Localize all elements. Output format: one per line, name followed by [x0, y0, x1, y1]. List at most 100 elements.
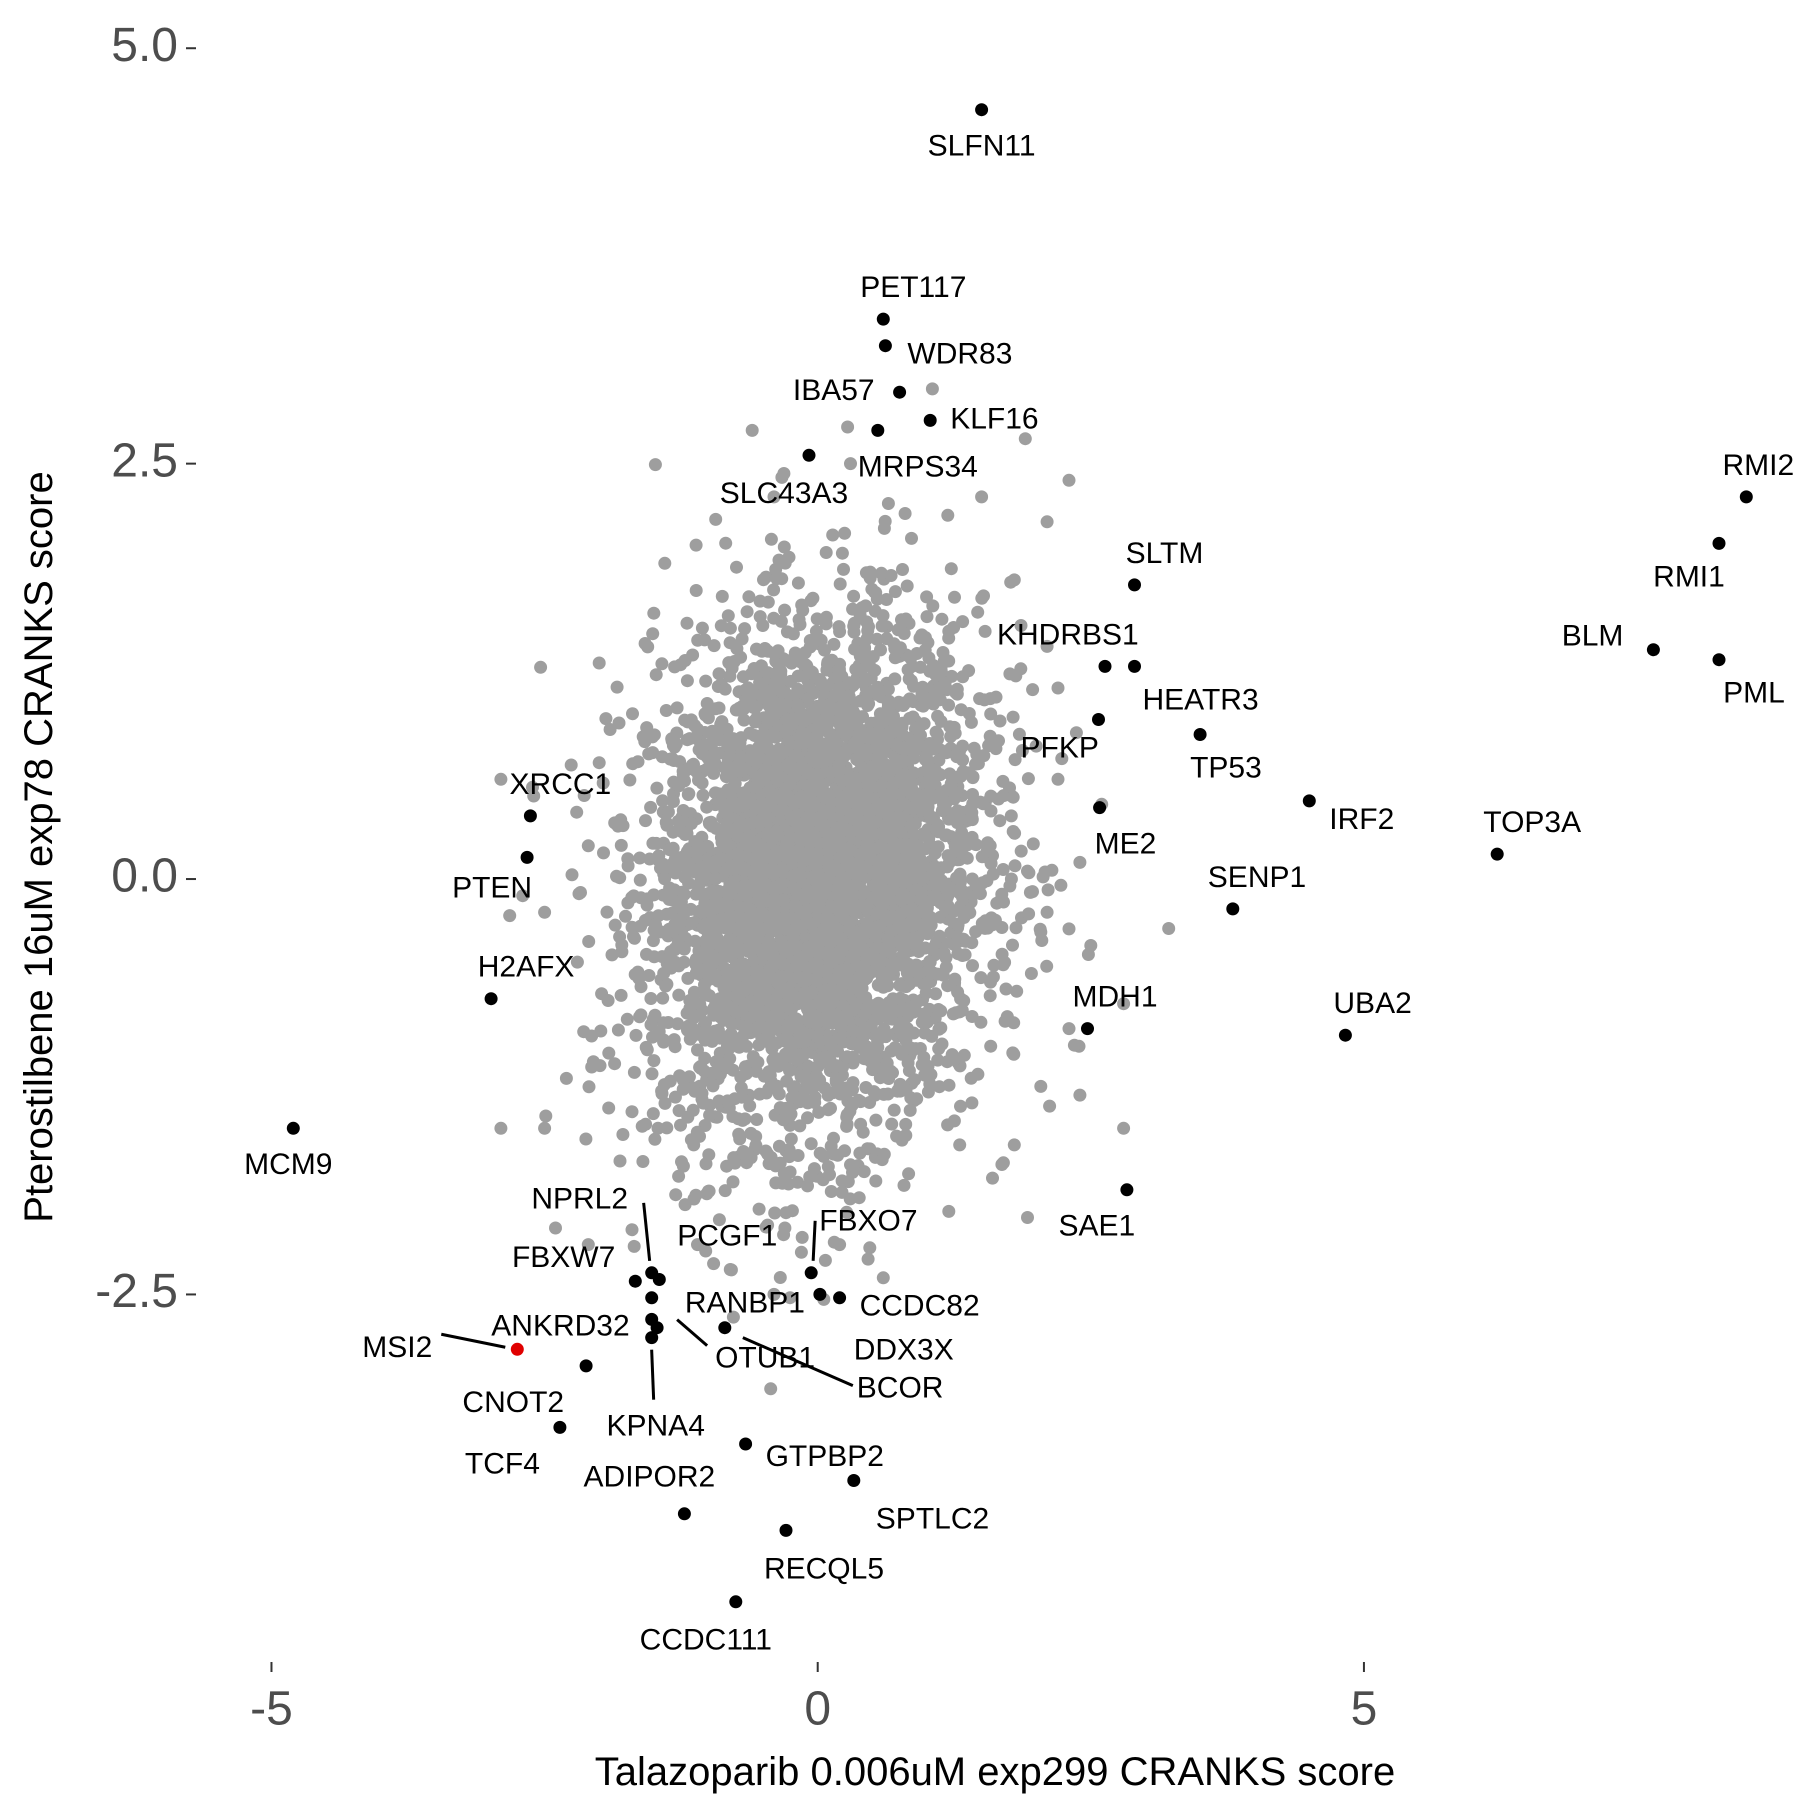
- background-point: [732, 910, 746, 924]
- background-point: [941, 849, 955, 863]
- background-point: [788, 646, 802, 660]
- background-point: [764, 1038, 778, 1052]
- background-point: [570, 805, 584, 819]
- background-point: [884, 924, 898, 938]
- background-point: [864, 1019, 878, 1033]
- label-ccdc82: CCDC82: [860, 1290, 980, 1323]
- background-point: [844, 457, 857, 471]
- background-point: [737, 713, 751, 727]
- background-point: [932, 1022, 946, 1036]
- label-heatr3: HEATR3: [1143, 683, 1259, 716]
- label-adipor2: ADIPOR2: [584, 1461, 716, 1494]
- background-point: [803, 634, 817, 647]
- background-point: [784, 674, 798, 688]
- background-point: [778, 603, 792, 617]
- background-point: [918, 753, 932, 766]
- background-point: [820, 963, 834, 977]
- background-point: [646, 1107, 660, 1121]
- background-point: [965, 811, 979, 825]
- background-point: [871, 680, 885, 694]
- background-point: [928, 763, 942, 777]
- label-ccdc111: CCDC111: [640, 1624, 772, 1657]
- background-point: [700, 697, 714, 710]
- point-mcm9: [286, 1121, 300, 1135]
- background-point: [633, 851, 647, 865]
- background-point: [865, 803, 879, 817]
- background-point: [760, 734, 774, 748]
- background-point: [961, 766, 975, 780]
- background-point: [859, 1039, 873, 1053]
- y-tick-label: 5.0: [111, 19, 178, 72]
- background-point: [903, 1103, 917, 1117]
- point-wdr83: [878, 339, 892, 353]
- background-point: [930, 727, 944, 741]
- background-point: [634, 919, 648, 933]
- label-senp1: SENP1: [1208, 861, 1306, 894]
- background-point: [659, 979, 673, 993]
- background-point: [779, 922, 793, 936]
- background-point: [700, 923, 714, 937]
- background-point: [698, 978, 711, 992]
- background-point: [640, 1043, 654, 1057]
- background-point: [614, 838, 628, 852]
- background-point: [1026, 837, 1040, 851]
- background-point: [932, 682, 946, 696]
- background-point: [745, 423, 759, 437]
- background-point: [1117, 1121, 1131, 1135]
- background-point: [895, 613, 908, 627]
- background-point: [757, 573, 770, 587]
- background-point: [768, 768, 782, 782]
- label-wdr83: WDR83: [907, 338, 1012, 371]
- point-sptlc2: [847, 1474, 861, 1487]
- background-point: [712, 1213, 726, 1227]
- background-point: [744, 1010, 758, 1024]
- background-point: [784, 793, 798, 807]
- background-point: [759, 1220, 773, 1234]
- background-point: [966, 959, 979, 973]
- background-point: [823, 1035, 837, 1048]
- background-point: [847, 619, 861, 633]
- background-point: [815, 872, 829, 886]
- background-point: [669, 1188, 683, 1202]
- background-point: [735, 968, 748, 982]
- background-point: [902, 1167, 916, 1181]
- background-point: [966, 788, 979, 801]
- background-point: [821, 1160, 835, 1174]
- background-point: [898, 507, 912, 520]
- leader-kpna4: [650, 1349, 656, 1400]
- background-point: [794, 1245, 808, 1259]
- background-point: [592, 656, 606, 670]
- background-point: [817, 755, 831, 769]
- background-point: [718, 1184, 732, 1198]
- background-point: [755, 677, 769, 691]
- background-point: [863, 565, 877, 579]
- background-point: [1040, 905, 1054, 919]
- background-point: [732, 1127, 746, 1141]
- background-point: [649, 836, 663, 850]
- y-tick-label: 2.5: [111, 434, 178, 487]
- background-point: [695, 621, 709, 635]
- background-point: [836, 988, 850, 1002]
- label-fbxw7: FBXW7: [512, 1241, 615, 1274]
- background-point: [836, 845, 850, 859]
- background-point: [887, 1103, 901, 1117]
- background-point: [781, 834, 795, 848]
- point-ccdc111: [729, 1595, 743, 1609]
- background-point: [645, 1067, 659, 1081]
- point-fbxo7: [804, 1266, 818, 1280]
- point-otub1: [650, 1321, 664, 1335]
- background-point: [821, 710, 835, 724]
- background-point: [882, 965, 896, 979]
- background-point: [688, 718, 701, 732]
- background-point: [698, 738, 712, 752]
- background-point: [884, 936, 898, 950]
- background-point: [602, 1046, 616, 1060]
- background-point: [935, 1037, 949, 1051]
- background-point: [976, 876, 990, 890]
- background-point: [763, 962, 777, 975]
- background-point: [908, 1073, 922, 1087]
- background-point: [773, 987, 786, 1001]
- background-point: [999, 982, 1013, 996]
- y-axis-title: Pterostilbene 16uM exp78 CRANKS score: [17, 471, 61, 1222]
- background-point: [814, 674, 828, 688]
